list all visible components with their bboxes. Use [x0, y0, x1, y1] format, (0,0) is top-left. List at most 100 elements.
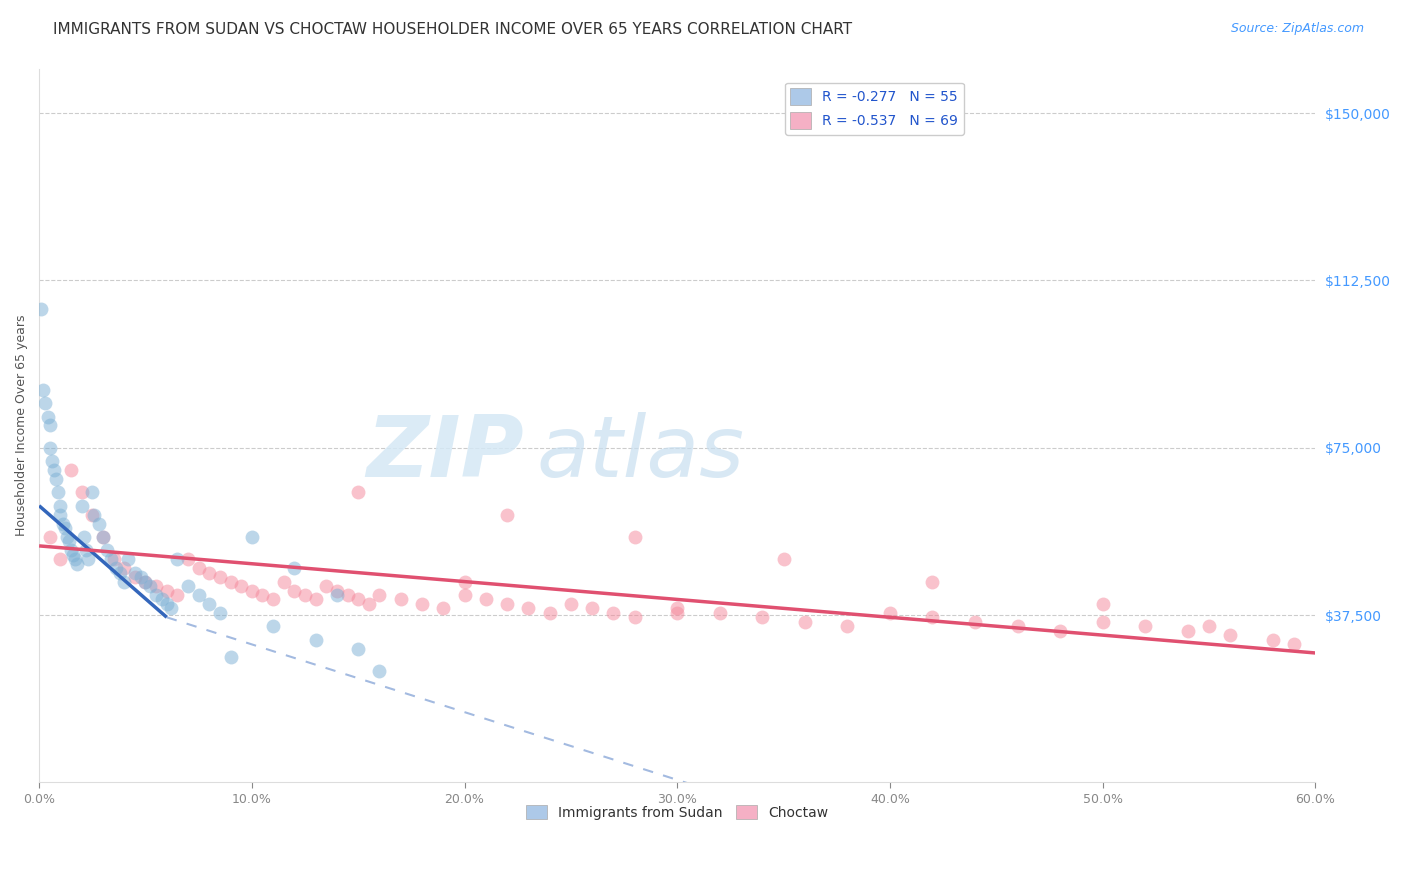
- Point: [177, 579, 200, 593]
- Point: [49, 499, 72, 513]
- Point: [134, 574, 156, 589]
- Point: [62, 548, 84, 562]
- Point: [103, 552, 125, 566]
- Point: [38, 530, 60, 544]
- Point: [82, 508, 104, 522]
- Point: [83, 508, 105, 522]
- Point: [91, 530, 114, 544]
- Point: [60, 543, 83, 558]
- Point: [1198, 619, 1220, 633]
- Point: [60, 463, 83, 477]
- Point: [1049, 624, 1071, 638]
- Point: [453, 574, 475, 589]
- Point: [963, 615, 986, 629]
- Point: [166, 588, 188, 602]
- Point: [152, 592, 174, 607]
- Point: [1091, 615, 1114, 629]
- Point: [432, 601, 454, 615]
- Point: [315, 579, 337, 593]
- Point: [453, 588, 475, 602]
- Point: [474, 592, 496, 607]
- Point: [1091, 597, 1114, 611]
- Point: [357, 597, 380, 611]
- Point: [156, 583, 179, 598]
- Point: [347, 641, 370, 656]
- Point: [55, 530, 77, 544]
- Point: [231, 579, 253, 593]
- Point: [46, 485, 69, 500]
- Point: [38, 441, 60, 455]
- Point: [37, 409, 59, 424]
- Point: [187, 588, 209, 602]
- Point: [129, 570, 152, 584]
- Point: [156, 597, 179, 611]
- Point: [53, 521, 76, 535]
- Point: [283, 583, 305, 598]
- Point: [517, 601, 540, 615]
- Point: [70, 485, 93, 500]
- Text: IMMIGRANTS FROM SUDAN VS CHOCTAW HOUSEHOLDER INCOME OVER 65 YEARS CORRELATION CH: IMMIGRANTS FROM SUDAN VS CHOCTAW HOUSEHO…: [53, 22, 852, 37]
- Point: [772, 552, 794, 566]
- Point: [77, 552, 100, 566]
- Point: [538, 606, 561, 620]
- Point: [347, 485, 370, 500]
- Point: [666, 606, 689, 620]
- Point: [921, 610, 943, 624]
- Point: [262, 592, 284, 607]
- Point: [112, 561, 135, 575]
- Point: [294, 588, 316, 602]
- Point: [1261, 632, 1284, 647]
- Point: [602, 606, 624, 620]
- Point: [108, 566, 131, 580]
- Point: [160, 601, 183, 615]
- Point: [326, 588, 349, 602]
- Point: [112, 574, 135, 589]
- Point: [49, 508, 72, 522]
- Point: [347, 592, 370, 607]
- Point: [1007, 619, 1029, 633]
- Point: [70, 499, 93, 513]
- Point: [837, 619, 859, 633]
- Point: [198, 566, 221, 580]
- Point: [42, 463, 65, 477]
- Point: [117, 552, 139, 566]
- Point: [82, 485, 104, 500]
- Point: [219, 650, 242, 665]
- Point: [32, 383, 55, 397]
- Point: [73, 530, 96, 544]
- Point: [208, 606, 231, 620]
- Point: [240, 530, 263, 544]
- Point: [124, 566, 146, 580]
- Point: [124, 570, 146, 584]
- Point: [283, 561, 305, 575]
- Point: [198, 597, 221, 611]
- Point: [145, 579, 167, 593]
- Point: [336, 588, 359, 602]
- Point: [666, 601, 689, 615]
- Point: [709, 606, 731, 620]
- Point: [623, 530, 645, 544]
- Point: [51, 516, 73, 531]
- Point: [304, 592, 326, 607]
- Point: [219, 574, 242, 589]
- Point: [104, 561, 127, 575]
- Point: [87, 516, 110, 531]
- Point: [793, 615, 815, 629]
- Point: [166, 552, 188, 566]
- Point: [58, 534, 80, 549]
- Point: [208, 570, 231, 584]
- Point: [41, 454, 63, 468]
- Point: [921, 574, 943, 589]
- Legend: Immigrants from Sudan, Choctaw: Immigrants from Sudan, Choctaw: [520, 799, 834, 825]
- Text: Source: ZipAtlas.com: Source: ZipAtlas.com: [1230, 22, 1364, 36]
- Point: [1177, 624, 1199, 638]
- Point: [100, 552, 122, 566]
- Point: [326, 583, 349, 598]
- Point: [751, 610, 773, 624]
- Point: [496, 508, 519, 522]
- Point: [252, 588, 274, 602]
- Point: [581, 601, 603, 615]
- Point: [560, 597, 582, 611]
- Point: [49, 552, 72, 566]
- Text: ZIP: ZIP: [367, 412, 524, 495]
